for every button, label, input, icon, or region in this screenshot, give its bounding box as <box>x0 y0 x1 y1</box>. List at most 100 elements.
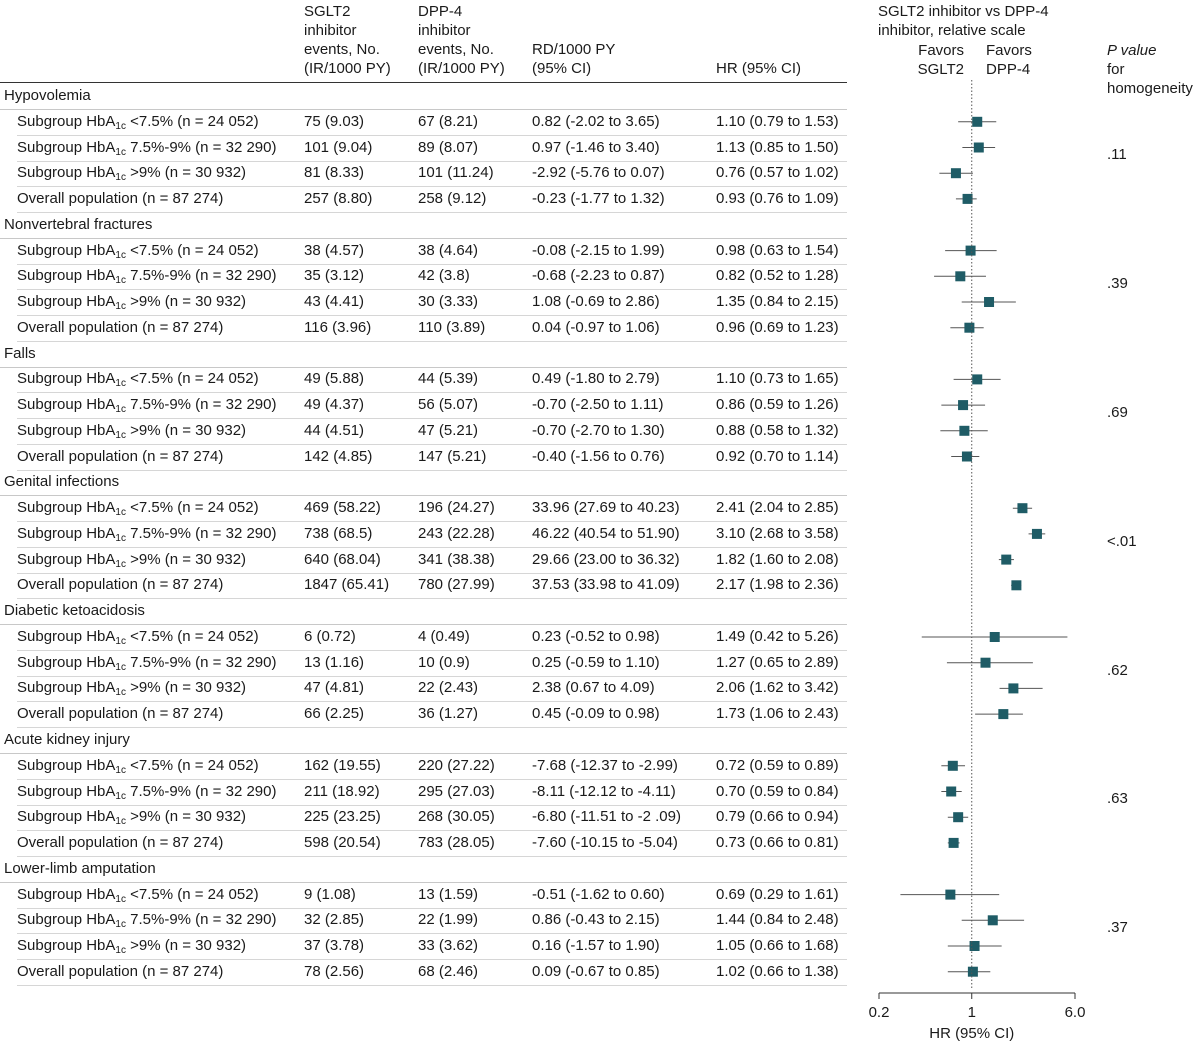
header-dpp4-line: inhibitor <box>418 22 471 39</box>
header-rd-line: (95% CI) <box>532 60 592 77</box>
row-label-text: 7.5%-9% (n = 32 290) <box>125 396 277 414</box>
hr-marker <box>962 193 973 204</box>
sglt2-events-cell: 37 (3.78) <box>304 937 365 954</box>
hr-marker <box>980 657 991 668</box>
sglt2-events-cell: 598 (20.54) <box>304 833 381 851</box>
rd-cell: 29.66 (23.00 to 36.32) <box>532 550 680 568</box>
dpp4-events-cell: 22 (1.99) <box>418 911 479 929</box>
row-rule <box>17 134 847 136</box>
hr-cell: 2.06 (1.62 to 3.42) <box>716 679 839 697</box>
rd-cell: -7.60 (-10.15 to -5.04) <box>532 833 678 851</box>
row-rule <box>17 701 847 703</box>
row-rule <box>17 546 847 548</box>
row-rule <box>17 675 847 677</box>
row-label: Overall population (n = 87 274) <box>17 190 223 208</box>
rd-cell: -0.08 (-2.15 to 1.99) <box>532 241 665 259</box>
row-label: Overall population (n = 87 274) <box>17 319 223 337</box>
dpp4-events-cell: 110 (3.89) <box>418 318 486 336</box>
row-label: Overall population (n = 87 274) <box>17 963 223 981</box>
sglt2-events-cell: 44 (4.51) <box>304 421 365 439</box>
dpp4-events-cell: 56 (5.07) <box>418 396 479 414</box>
rd-cell: 0.97 (-1.46 to 3.40) <box>532 138 660 156</box>
row-label: Subgroup HbA1c <7.5% (n = 24 052) <box>17 756 259 776</box>
hr-cell: 0.98 (0.63 to 1.54) <box>716 241 839 259</box>
dpp4-events-cell: 22 (2.43) <box>418 679 479 697</box>
row-rule <box>17 392 847 394</box>
row-label-subscript: 1c <box>115 687 126 699</box>
row-rule <box>17 598 847 600</box>
hr-cell: 0.73 (0.66 to 0.81) <box>716 833 839 851</box>
hr-cell: 0.92 (0.70 to 1.14) <box>716 447 839 465</box>
hr-marker <box>947 760 958 771</box>
sglt2-events-cell: 142 (4.85) <box>304 447 373 465</box>
hr-cell: 1.05 (0.66 to 1.68) <box>716 937 839 954</box>
row-label-subscript: 1c <box>115 893 126 905</box>
dpp4-events-cell: 295 (27.03) <box>418 782 495 800</box>
sglt2-events-cell: 162 (19.55) <box>304 756 381 774</box>
row-label-text: Subgroup HbA <box>17 396 116 414</box>
sglt2-events-cell: 78 (2.56) <box>304 962 365 980</box>
header-dpp4-line: DPP-4 <box>418 3 463 20</box>
sglt2-events-cell: 101 (9.04) <box>304 138 373 156</box>
row-label-text: Subgroup HbA <box>17 499 116 517</box>
header-sglt2-line: (IR/1000 PY) <box>304 60 391 77</box>
dpp4-events-cell: 101 (11.24) <box>418 164 494 182</box>
row-label: Subgroup HbA1c 7.5%-9% (n = 32 290) <box>17 139 276 158</box>
dpp4-events-cell: 33 (3.62) <box>418 937 479 954</box>
p-value: .11 <box>1107 146 1127 164</box>
hr-marker <box>1011 580 1022 591</box>
hr-marker <box>969 941 980 951</box>
hr-marker <box>955 271 966 282</box>
hr-marker <box>984 297 995 307</box>
rd-cell: 0.86 (-0.43 to 2.15) <box>532 911 660 929</box>
sglt2-events-cell: 47 (4.81) <box>304 679 365 697</box>
section-rule <box>0 881 847 883</box>
row-rule <box>17 418 847 420</box>
forest-title-line: inhibitor, relative scale <box>878 22 1026 39</box>
row-label-subscript: 1c <box>115 249 126 261</box>
favors-dpp4-line: DPP-4 <box>986 61 1031 78</box>
sglt2-events-cell: 43 (4.41) <box>304 293 365 310</box>
row-label-text: Subgroup HbA <box>17 653 116 671</box>
dpp4-events-cell: 10 (0.9) <box>418 653 470 671</box>
hr-marker <box>946 786 957 797</box>
hr-marker <box>948 837 959 848</box>
hr-cell: 1.02 (0.66 to 1.38) <box>716 962 839 980</box>
sglt2-events-cell: 75 (9.03) <box>304 112 365 130</box>
sglt2-events-cell: 49 (4.37) <box>304 396 365 414</box>
row-label-text: 7.5%-9% (n = 32 290) <box>125 782 277 800</box>
row-label-text: Subgroup HbA <box>17 782 116 800</box>
row-label-text: <7.5% (n = 24 052) <box>125 756 259 774</box>
sglt2-events-cell: 257 (8.80) <box>304 189 373 207</box>
sglt2-events-cell: 640 (68.04) <box>304 550 381 568</box>
dpp4-events-cell: 341 (38.38) <box>418 550 495 568</box>
rd-cell: 0.16 (-1.57 to 1.90) <box>532 937 660 954</box>
row-rule <box>17 315 847 316</box>
row-rule <box>17 211 847 213</box>
row-rule <box>17 469 847 471</box>
section-title: Genital infections <box>4 473 120 491</box>
row-rule <box>17 778 847 780</box>
rd-cell: -0.23 (-1.77 to 1.32) <box>532 189 665 207</box>
row-label-text: Subgroup HbA <box>17 293 116 310</box>
row-label: Subgroup HbA1c >9% (n = 30 932) <box>17 550 247 570</box>
section-title: Diabetic ketoacidosis <box>4 602 145 620</box>
hr-cell: 3.10 (2.68 to 3.58) <box>716 524 839 542</box>
header-sglt2: SGLT2 inhibitor events, No. (IR/1000 PY) <box>304 2 391 78</box>
row-label-text: Subgroup HbA <box>17 808 116 826</box>
row-label-text: Subgroup HbA <box>17 937 116 954</box>
row-label: Subgroup HbA1c <7.5% (n = 24 052) <box>17 113 259 132</box>
row-label: Subgroup HbA1c 7.5%-9% (n = 32 290) <box>17 911 276 931</box>
hr-marker <box>953 812 964 823</box>
row-label-text: Overall population (n = 87 274) <box>17 833 224 851</box>
dpp4-events-cell: 780 (27.99) <box>418 576 495 594</box>
row-label-subscript: 1c <box>115 919 126 931</box>
p-value: <.01 <box>1107 532 1137 550</box>
dpp4-events-cell: 68 (2.46) <box>418 962 479 980</box>
row-label-text: >9% (n = 30 932) <box>125 550 247 568</box>
hr-cell: 0.93 (0.76 to 1.09) <box>716 189 839 207</box>
rd-cell: -0.70 (-2.50 to 1.11) <box>532 396 664 414</box>
sglt2-events-cell: 211 (18.92) <box>304 782 380 800</box>
row-label-subscript: 1c <box>115 558 126 570</box>
hr-marker <box>1031 528 1042 539</box>
